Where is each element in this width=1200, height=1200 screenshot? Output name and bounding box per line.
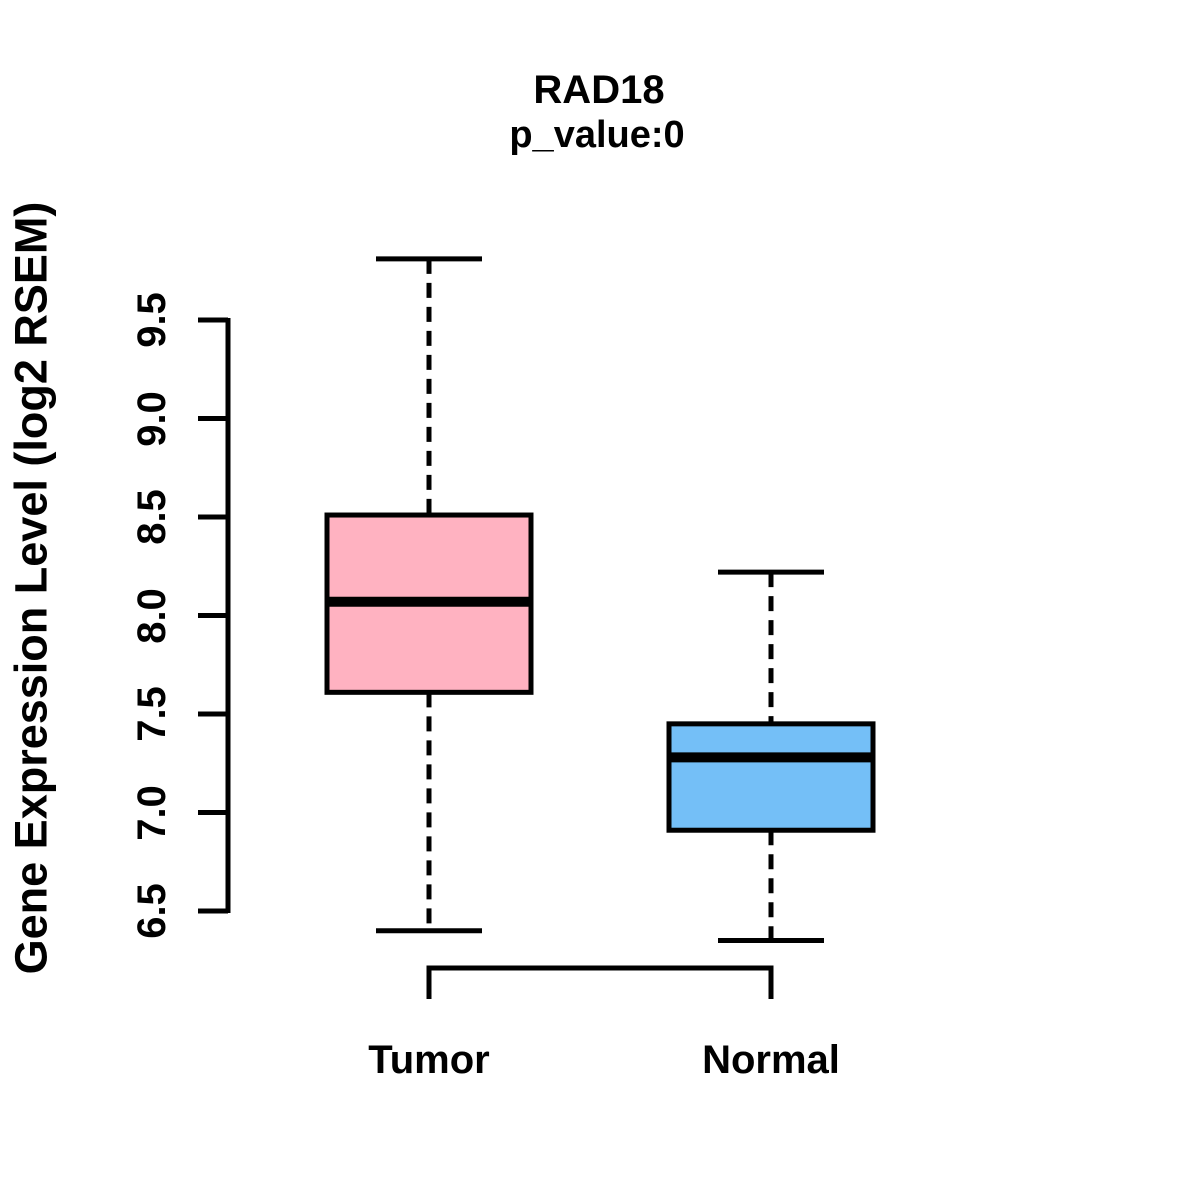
chart-subtitle: p_value:0: [509, 114, 685, 156]
y-tick-label: 8.0: [130, 587, 174, 644]
x-category-label-normal: Normal: [702, 1038, 840, 1082]
chart-title: RAD18: [533, 68, 665, 112]
comparison-bracket: [426, 965, 774, 999]
y-axis-title: Gene Expression Level (log2 RSEM): [5, 201, 57, 975]
y-tick-label: 8.5: [130, 489, 174, 545]
y-tick-label: 9.5: [130, 292, 174, 348]
y-tick-label: 7.0: [130, 784, 174, 841]
y-tick-label: 6.5: [130, 883, 174, 939]
y-tick-label: 7.5: [130, 686, 174, 742]
x-category-label-tumor: Tumor: [368, 1038, 490, 1082]
y-tick-label: 9.0: [130, 390, 174, 447]
box-normal: [666, 721, 876, 833]
